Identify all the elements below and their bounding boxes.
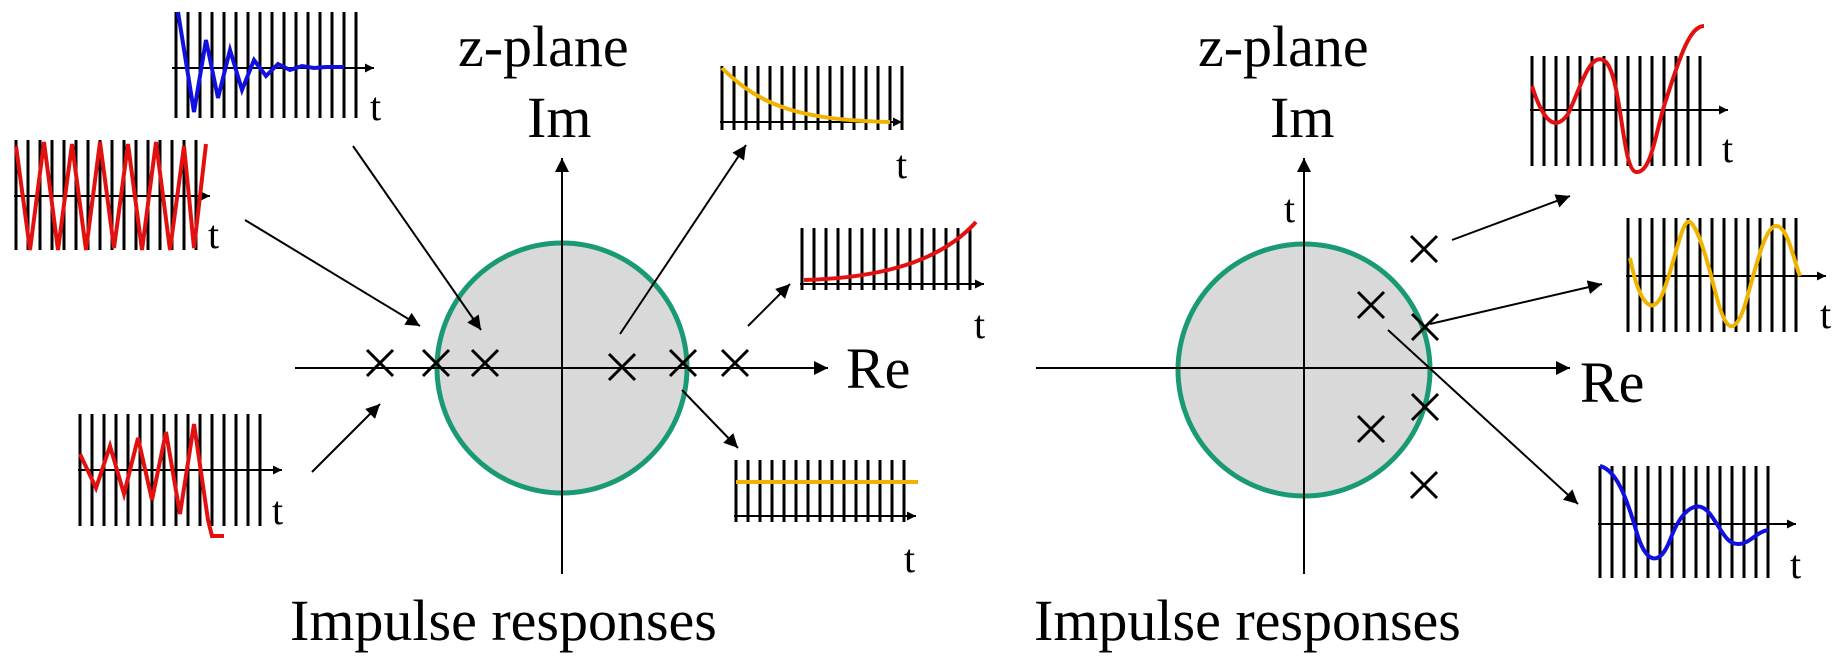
inset-blue-alternating: t	[172, 11, 381, 129]
left-title: z-plane	[458, 14, 629, 79]
arrow	[1387, 329, 1579, 505]
left-poles	[365, 348, 750, 382]
arrow	[747, 283, 791, 327]
t-label: t	[370, 84, 381, 129]
t-label: t	[1722, 126, 1733, 171]
arrow	[619, 144, 747, 335]
t-label: t	[208, 212, 219, 257]
right-title: z-plane	[1198, 14, 1369, 79]
inset-blue-decaying-oscillation: t	[1598, 464, 1801, 587]
pole-marker	[365, 348, 395, 378]
t-label: t	[904, 536, 915, 581]
inset-red-growing: t	[800, 220, 985, 347]
right-im-label: Im	[1270, 85, 1334, 150]
inset-yellow-oscillation: t	[1626, 218, 1831, 337]
right-re-label: Re	[1580, 350, 1644, 415]
arrow	[244, 219, 421, 327]
inset-yellow-decaying: t	[720, 66, 907, 187]
pole-marker	[1356, 414, 1386, 444]
arrow	[1429, 280, 1603, 325]
t-label: t	[974, 302, 985, 347]
pole-marker	[1410, 312, 1440, 342]
left-connector-arrows	[244, 144, 791, 473]
arrow	[1451, 194, 1571, 241]
left-caption: Impulse responses	[290, 588, 717, 653]
pole-marker	[607, 352, 637, 382]
pole-marker	[668, 348, 698, 378]
right-z-plane: z-plane Im t Re Impulse responses	[1034, 14, 1831, 653]
inset-red-alternating: t	[14, 140, 219, 257]
arrow	[352, 145, 482, 331]
arrow	[311, 403, 381, 473]
pole-marker	[470, 348, 500, 378]
arrow	[681, 389, 739, 449]
right-connector-arrows	[1387, 194, 1603, 505]
right-axis-top-label: t	[1284, 186, 1295, 231]
t-label: t	[896, 142, 907, 187]
pole-marker	[1409, 234, 1439, 264]
t-label: t	[272, 488, 283, 533]
left-re-label: Re	[846, 336, 910, 401]
pole-marker	[421, 348, 451, 378]
left-z-plane: z-plane Im Re Impulse responses	[14, 11, 985, 653]
inset-yellow-constant: t	[734, 460, 918, 581]
t-label: t	[1820, 292, 1831, 337]
pole-marker	[720, 348, 750, 378]
left-im-label: Im	[527, 85, 591, 150]
right-caption: Impulse responses	[1034, 588, 1461, 653]
pole-marker	[1409, 470, 1439, 500]
pole-marker	[1356, 290, 1386, 320]
inset-red-growing-alternating: t	[78, 414, 283, 538]
inset-red-growing-oscillation: t	[1530, 24, 1733, 174]
right-poles	[1356, 234, 1440, 500]
t-label: t	[1790, 542, 1801, 587]
pole-marker	[1410, 392, 1440, 422]
